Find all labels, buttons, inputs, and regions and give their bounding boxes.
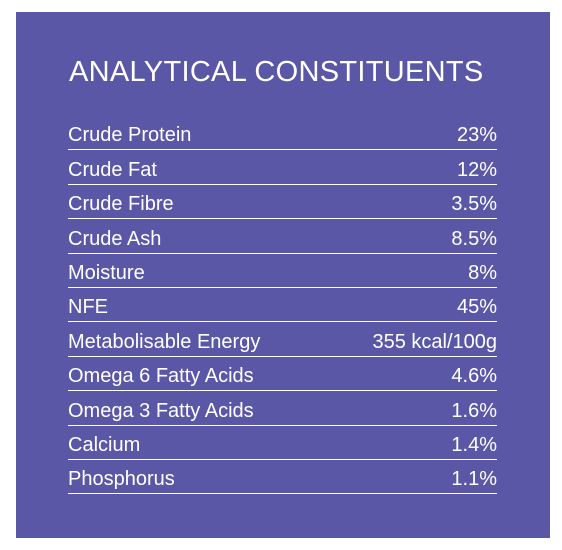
row-value: 4.6% [451,365,497,388]
row-label: Calcium [68,433,141,456]
row-label: Crude Ash [68,227,162,250]
row-label: Crude Protein [68,124,192,147]
row-label: Phosphorus [68,468,175,491]
table-row: Omega 6 Fatty Acids 4.6% [68,357,497,392]
table-row: Crude Fat 12% [68,150,497,185]
table-row: Crude Protein 23% [68,116,497,151]
table-row: Omega 3 Fatty Acids 1.6% [68,391,497,426]
row-value: 1.4% [451,433,497,456]
table-row: NFE 45% [68,288,497,323]
row-label: Omega 6 Fatty Acids [68,365,254,388]
row-value: 12% [456,158,497,181]
row-value: 23% [456,124,497,147]
row-value: 8% [468,261,497,284]
row-label: NFE [68,296,108,319]
row-value: 1.1% [451,468,497,491]
row-label: Omega 3 Fatty Acids [68,399,254,422]
table-row: Phosphorus 1.1% [68,460,497,495]
table-row: Crude Fibre 3.5% [68,185,497,220]
row-value: 45% [456,296,497,319]
table-row: Moisture 8% [68,254,497,288]
row-value: 355 kcal/100g [372,330,497,353]
constituents-table: Crude Protein 23% Crude Fat 12% Crude Fi… [68,116,497,495]
row-value: 8.5% [451,227,497,250]
table-row: Metabolisable Energy 355 kcal/100g [68,322,497,357]
analytical-constituents-panel: ANALYTICAL CONSTITUENTS Crude Protein 23… [16,12,550,538]
row-label: Metabolisable Energy [68,330,261,353]
row-label: Crude Fat [68,158,157,181]
row-label: Crude Fibre [68,193,174,216]
panel-title: ANALYTICAL CONSTITUENTS [69,56,484,88]
table-row: Calcium 1.4% [68,426,497,460]
row-value: 1.6% [451,399,497,422]
row-value: 3.5% [451,193,497,216]
table-row: Crude Ash 8.5% [68,219,497,254]
row-label: Moisture [68,261,145,284]
